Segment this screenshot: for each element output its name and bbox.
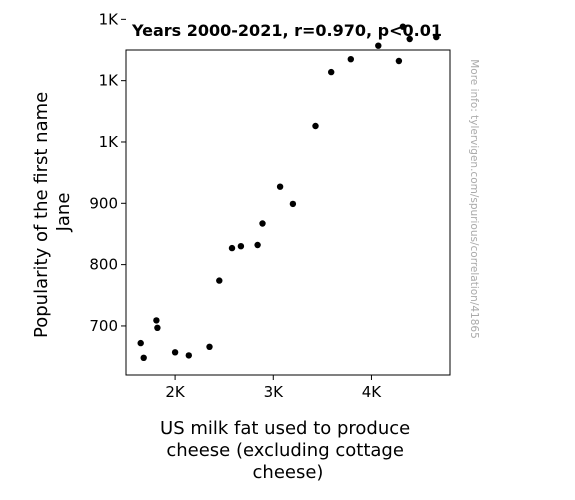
y-tick-label: 1K — [99, 10, 120, 28]
data-point-7 — [206, 343, 213, 350]
data-point-9 — [228, 244, 236, 252]
x-axis-label: US milk fat used to produce cheese (excl… — [160, 418, 416, 483]
y-tick-label: 1K — [99, 133, 120, 151]
plot-area-frame — [125, 49, 451, 376]
data-point-22 — [433, 33, 440, 41]
data-point-8 — [216, 277, 223, 284]
data-point-20 — [399, 23, 407, 30]
data-point-12 — [259, 220, 266, 227]
data-point-21 — [406, 35, 413, 43]
watermark-text: More info: tylervigen.com/spurious/corre… — [468, 59, 480, 339]
x-tick-label: 2K — [165, 383, 186, 401]
data-point-11 — [254, 241, 261, 249]
data-point-17 — [347, 56, 354, 63]
x-axis-label-line-2: cheese (excluding cottage — [166, 440, 404, 461]
x-axis-label-line-1: US milk fat used to produce — [160, 418, 410, 439]
data-point-1 — [137, 339, 144, 347]
data-point-14 — [289, 200, 297, 208]
y-tick-label: 1K — [99, 72, 120, 90]
data-point-13 — [276, 183, 284, 190]
y-tick-label: 800 — [89, 256, 118, 274]
data-points — [137, 23, 440, 361]
data-point-15 — [312, 122, 319, 130]
y-tick-label: 700 — [89, 317, 118, 335]
data-point-3 — [153, 317, 160, 324]
data-point-6 — [185, 352, 192, 359]
y-axis-label: Popularity of the first name Jane — [31, 86, 74, 338]
data-point-5 — [171, 349, 179, 356]
x-tick-label: 3K — [264, 383, 285, 401]
y-axis-ticks: 700 800 900 1K 1K 1K — [89, 10, 126, 335]
x-axis-label-line-3: cheese) — [253, 462, 324, 483]
data-point-19 — [395, 57, 403, 65]
data-point-4 — [154, 324, 161, 331]
y-axis-label-line-1: Popularity of the first name — [31, 92, 52, 338]
data-point-18 — [375, 42, 382, 49]
y-axis-label-line-2: Jane — [53, 193, 74, 233]
data-point-2 — [140, 354, 147, 361]
chart-title: Years 2000-2021, r=0.970, p<0.01 — [131, 21, 442, 40]
data-point-16 — [328, 68, 335, 76]
x-axis-ticks: 2K 3K 4K — [165, 375, 382, 401]
x-tick-label: 4K — [362, 383, 383, 401]
data-point-10 — [237, 243, 245, 250]
y-tick-label: 900 — [89, 194, 118, 212]
